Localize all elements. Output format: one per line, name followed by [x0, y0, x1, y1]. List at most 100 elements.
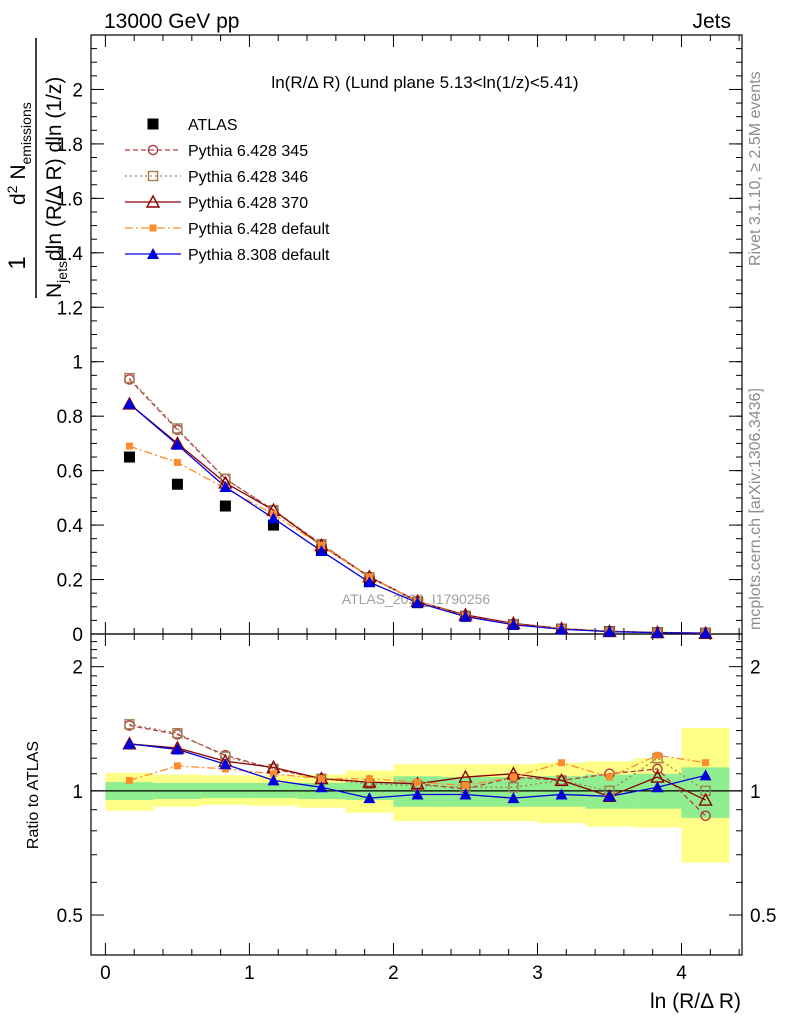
main-point-atlas	[171, 478, 183, 490]
ylabel-num-n: N	[7, 165, 30, 180]
svg-text:Njetsdln (R/Δ R) dln (1/z): Njetsdln (R/Δ R) dln (1/z)	[43, 77, 70, 298]
ratio-point-p8def	[555, 788, 568, 800]
main-point-p8def	[171, 438, 184, 450]
ylabel-den-rest: dln (R/Δ R) dln (1/z)	[43, 77, 66, 261]
ratio-y-tick-label-right: 1	[750, 782, 761, 803]
header-right: Jets	[692, 10, 731, 33]
main-point-p8def	[267, 512, 280, 524]
ratio-point-p6def	[653, 751, 661, 759]
ratio-point-p346	[124, 719, 135, 730]
main-point-atlas	[123, 451, 135, 463]
ratio-point-p6def	[125, 776, 133, 784]
ratio-point-p6def	[269, 770, 277, 778]
ratio-point-p370	[554, 772, 569, 787]
ratio-y-tick-label-right: 2	[750, 658, 761, 679]
ratio-frame	[90, 633, 743, 956]
main-y-tick-label: 0.6	[57, 462, 83, 483]
main-point-p8def	[459, 610, 472, 622]
legend-label-p6def: Pythia 6.428 default	[188, 221, 330, 238]
ratio-point-p8def	[363, 792, 376, 804]
main-point-p8def	[411, 596, 424, 608]
ratio-point-p6def	[365, 775, 373, 783]
main-y-tick-label: 1	[72, 353, 83, 374]
mcplots-label: mcplots.cern.ch [arXiv:1306.3436]	[747, 388, 764, 630]
header-left: 13000 GeV pp	[104, 10, 239, 33]
ylabel-den-sub: jets	[54, 261, 70, 284]
ratio-point-p8def	[651, 781, 664, 793]
ratio-point-p8def	[699, 769, 712, 781]
main-point-p8def	[651, 626, 664, 638]
x-tick-label: 0	[100, 963, 111, 984]
ratio-point-p6def	[702, 759, 710, 767]
legend-marker-p346	[147, 170, 159, 182]
legend-marker-p8def	[147, 248, 159, 259]
ratio-point-p6def	[605, 773, 613, 781]
main-point-atlas	[267, 519, 279, 531]
ratio-point-p8def	[315, 781, 328, 793]
legend: ATLAS Pythia 6.428 345 Pythia 6.428 346 Pyt…	[125, 117, 330, 264]
legend-label-p345: Pythia 6.428 345	[188, 143, 308, 160]
main-point-p8def	[363, 576, 376, 588]
legend-label-atlas: ATLAS	[188, 117, 238, 134]
main-y-tick-label: 1.8	[57, 135, 83, 156]
ratio-point-p8def	[171, 743, 184, 755]
main-point-atlas	[219, 500, 231, 512]
ratio-point-p6def	[317, 775, 325, 783]
legend-marker-p345	[147, 144, 159, 156]
main-point-p6def	[173, 458, 181, 466]
x-tick-label: 1	[244, 963, 255, 984]
ratio-point-p8def	[267, 774, 280, 786]
legend-marker-atlas	[147, 118, 159, 130]
ratio-y-tick-label: 0.5	[57, 906, 83, 927]
ratio-point-p6def	[461, 782, 469, 790]
axes: 0 0.2 0.4 0.6 0.8 1 1.2 1.4 1.6 1.8 2 0 1 2 3 4 0.5 0.5 1 1…	[57, 34, 776, 984]
ylabel-one: 1	[4, 256, 31, 269]
main-y-tick-label: 0.4	[57, 516, 84, 537]
series-markers	[122, 372, 713, 822]
ratio-point-p8def	[459, 788, 472, 800]
ylabel-den-n: N	[43, 283, 66, 298]
main-point-p8def	[699, 627, 712, 639]
main-y-tick-label: 0.8	[57, 407, 83, 428]
main-y-tick-label: 2	[72, 80, 83, 101]
x-tick-label: 2	[388, 963, 399, 984]
ratio-point-p6def	[509, 773, 517, 781]
main-y-tick-label: 0.2	[57, 571, 83, 592]
legend-marker-p370	[145, 194, 161, 208]
main-y-tick-label: 1.6	[57, 189, 83, 210]
ratio-y-axis-label: Ratio to ATLAS	[25, 741, 42, 849]
ratio-point-p345	[652, 763, 663, 775]
main-point-p8def	[603, 625, 616, 637]
main-point-p8def	[555, 623, 568, 635]
x-axis-label: ln (R/Δ R)	[650, 990, 741, 1013]
main-y-tick-label: 1.4	[57, 244, 84, 265]
main-point-p6def	[125, 442, 133, 450]
main-point-p8def	[315, 544, 328, 556]
ratio-y-tick-label: 1	[72, 782, 83, 803]
legend-marker-p6def	[149, 224, 157, 232]
main-y-tick-label: 0	[72, 625, 83, 646]
legend-label-p8def: Pythia 8.308 default	[188, 247, 330, 264]
ylabel-num-sup: 2	[4, 185, 20, 193]
main-point-p346	[172, 423, 183, 434]
svg-text:d2 Nemissions: d2 Nemissions	[4, 102, 34, 205]
legend-label-p346: Pythia 6.428 346	[188, 169, 308, 186]
ylabel-num-d: d	[7, 193, 30, 205]
x-tick-label: 3	[532, 963, 543, 984]
ratio-point-p8def	[507, 792, 520, 804]
main-point-p346	[124, 372, 135, 384]
main-point-p8def	[219, 480, 232, 492]
ratio-point-p8def	[219, 758, 232, 770]
ratio-point-p6def	[558, 759, 566, 767]
main-plot-title: ln(R/Δ R) (Lund plane 5.13<ln(1/z)<5.41)	[271, 73, 578, 92]
rivet-label: Rivet 3.1.10, ≥ 2.5M events	[747, 71, 764, 266]
main-y-axis-label: 1 d2 Nemissions Njetsdln (R/Δ R) dln (1/…	[4, 38, 70, 298]
ratio-point-p345	[700, 810, 711, 822]
ylabel-num-sub: emissions	[18, 102, 34, 164]
ratio-point-p8def	[411, 788, 424, 800]
main-point-p8def	[507, 618, 520, 630]
main-y-tick-label: 1.2	[57, 298, 83, 319]
main-point-p8def	[123, 397, 136, 409]
ratio-point-p346	[172, 727, 183, 739]
